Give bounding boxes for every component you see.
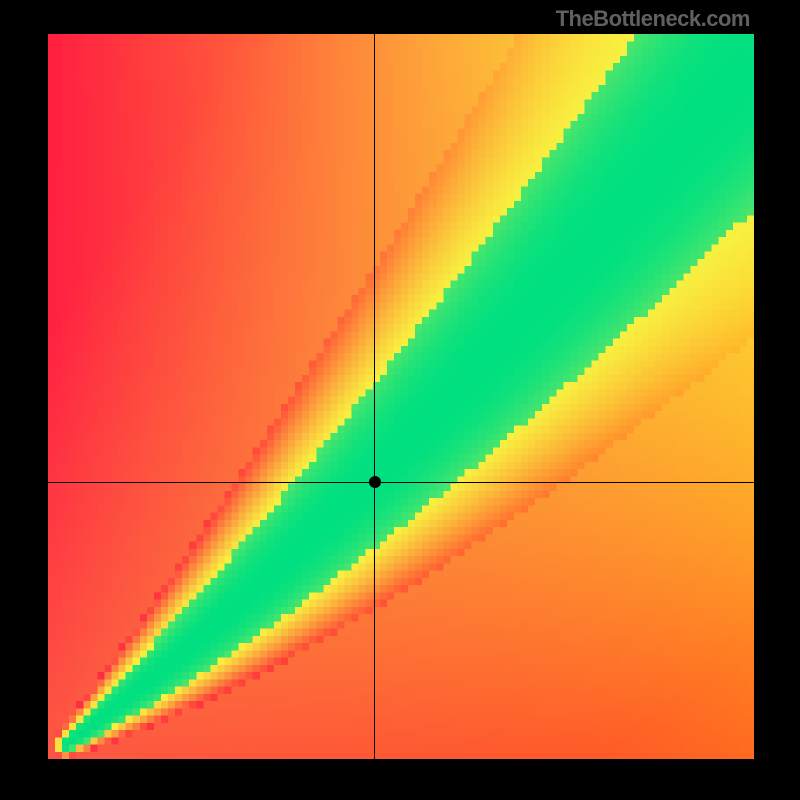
chart-container: { "canvas": { "width": 800, "height": 80… (0, 0, 800, 800)
heatmap-canvas (48, 34, 754, 759)
crosshair-horizontal (48, 482, 754, 483)
watermark-text: TheBottleneck.com (556, 6, 750, 32)
marker-point (369, 476, 381, 488)
crosshair-vertical (374, 34, 375, 759)
